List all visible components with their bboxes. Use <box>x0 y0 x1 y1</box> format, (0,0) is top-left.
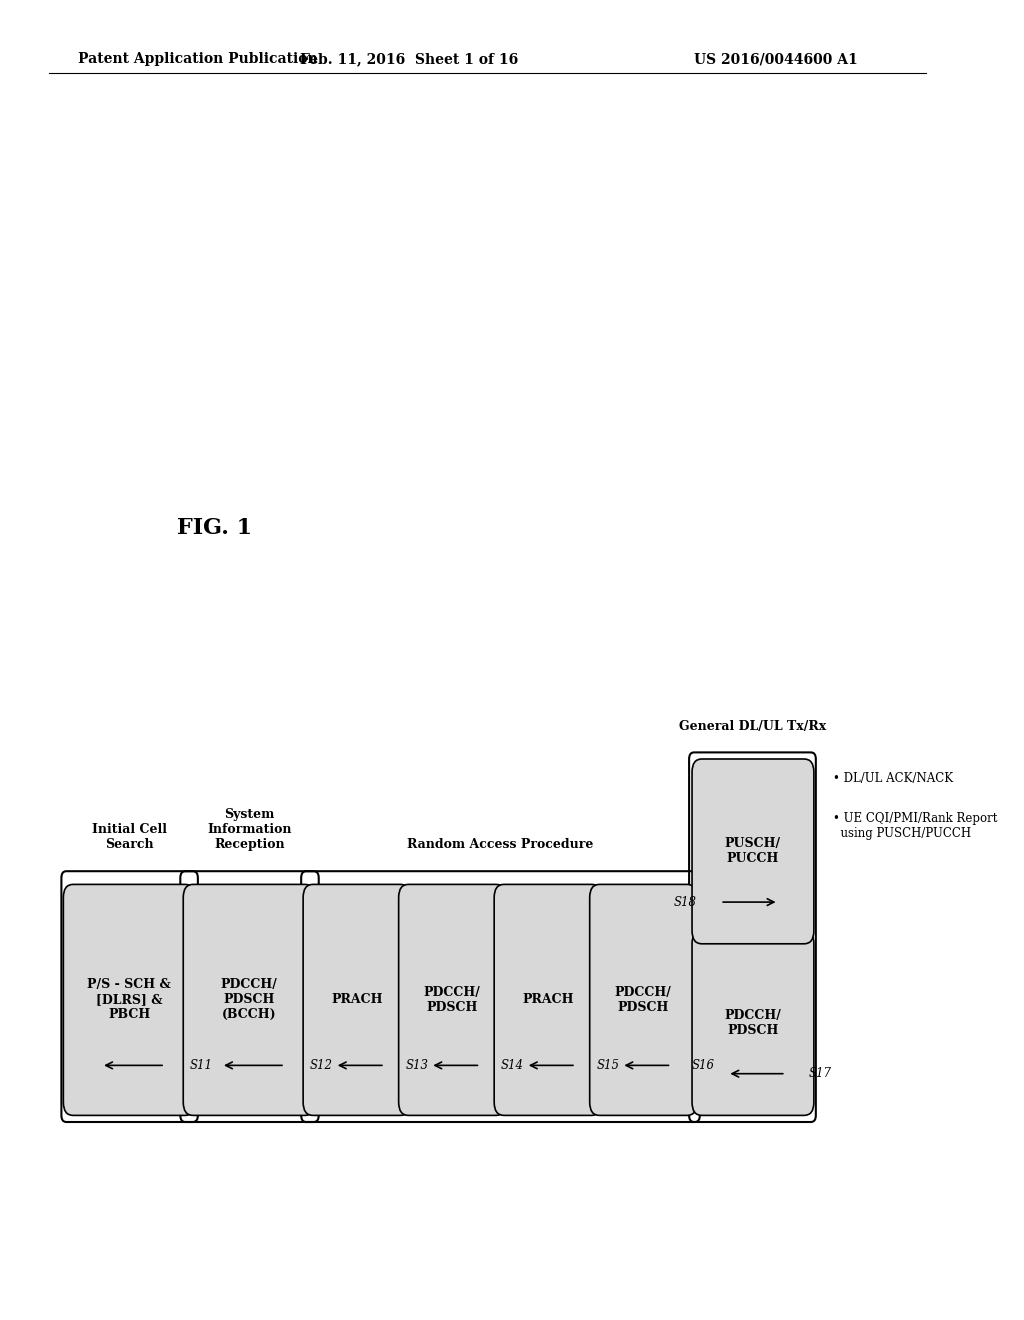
Text: PRACH: PRACH <box>331 994 383 1006</box>
Text: • DL/UL ACK/NACK: • DL/UL ACK/NACK <box>834 772 953 785</box>
Text: PDCCH/
PDSCH
(BCCH): PDCCH/ PDSCH (BCCH) <box>220 978 278 1022</box>
FancyBboxPatch shape <box>398 884 506 1115</box>
FancyBboxPatch shape <box>63 884 195 1115</box>
Text: S13: S13 <box>406 1059 428 1072</box>
Text: PRACH: PRACH <box>522 994 573 1006</box>
Text: FIG. 1: FIG. 1 <box>177 517 252 539</box>
Text: General DL/UL Tx/Rx: General DL/UL Tx/Rx <box>679 719 826 733</box>
FancyBboxPatch shape <box>303 884 411 1115</box>
FancyBboxPatch shape <box>495 884 601 1115</box>
Text: S15: S15 <box>597 1059 620 1072</box>
Text: PUSCH/
PUCCH: PUSCH/ PUCCH <box>725 837 781 866</box>
Text: S14: S14 <box>501 1059 524 1072</box>
Text: Initial Cell
Search: Initial Cell Search <box>92 824 167 851</box>
Text: S17: S17 <box>809 1067 831 1080</box>
Text: S11: S11 <box>190 1059 213 1072</box>
Text: System
Information
Reception: System Information Reception <box>207 808 292 851</box>
Text: PDCCH/
PDSCH: PDCCH/ PDSCH <box>614 986 672 1014</box>
Text: S16: S16 <box>692 1059 715 1072</box>
Text: US 2016/0044600 A1: US 2016/0044600 A1 <box>694 53 858 66</box>
Text: Random Access Procedure: Random Access Procedure <box>407 838 593 851</box>
Text: P/S - SCH &
[DLRS] &
PBCH: P/S - SCH & [DLRS] & PBCH <box>87 978 171 1022</box>
FancyBboxPatch shape <box>692 759 814 944</box>
Text: S18: S18 <box>674 895 697 908</box>
Text: Patent Application Publication: Patent Application Publication <box>78 53 317 66</box>
FancyBboxPatch shape <box>183 884 314 1115</box>
FancyBboxPatch shape <box>590 884 697 1115</box>
Text: • UE CQI/PMI/Rank Report
  using PUSCH/PUCCH: • UE CQI/PMI/Rank Report using PUSCH/PUC… <box>834 812 997 840</box>
FancyBboxPatch shape <box>692 931 814 1115</box>
Text: Feb. 11, 2016  Sheet 1 of 16: Feb. 11, 2016 Sheet 1 of 16 <box>300 53 518 66</box>
Text: PDCCH/
PDSCH: PDCCH/ PDSCH <box>725 1008 781 1038</box>
Text: PDCCH/
PDSCH: PDCCH/ PDSCH <box>424 986 480 1014</box>
Text: S12: S12 <box>310 1059 333 1072</box>
